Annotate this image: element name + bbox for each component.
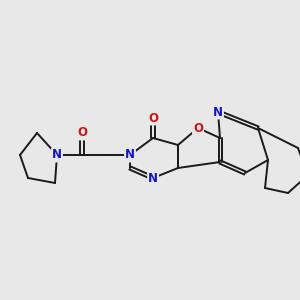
Text: N: N [148,172,158,184]
Text: N: N [213,106,223,118]
Text: O: O [148,112,158,124]
Text: O: O [193,122,203,134]
Text: N: N [52,148,62,161]
Text: O: O [77,127,87,140]
Text: N: N [125,148,135,161]
